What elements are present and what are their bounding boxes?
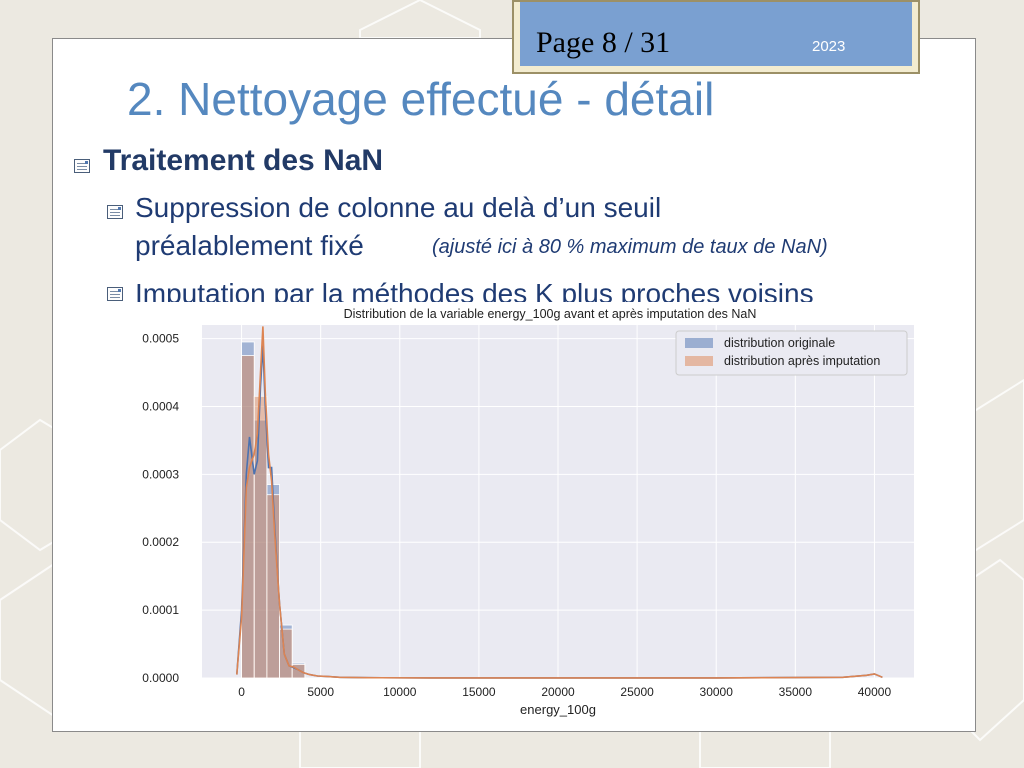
y-tick-label: 0.0005 — [142, 332, 179, 346]
bullet-nan-treatment: Traitement des NaN — [103, 144, 384, 177]
threshold-note: (ajusté ici à 80 % maximum de taux de Na… — [432, 236, 828, 258]
x-tick-label: 20000 — [541, 685, 575, 699]
x-tick-label: 5000 — [307, 685, 334, 699]
kde-line-imputed — [236, 326, 883, 679]
y-tick-label: 0.0002 — [142, 535, 179, 549]
page-number: Page 8 / 31 — [536, 26, 671, 59]
y-tick-label: 0.0001 — [142, 603, 179, 617]
legend-label-original: distribution originale — [724, 336, 835, 350]
y-tick-label: 0.0004 — [142, 399, 179, 413]
x-tick-label: 10000 — [383, 685, 417, 699]
chart-title: Distribution de la variable energy_100g … — [344, 307, 757, 321]
x-tick-label: 35000 — [779, 685, 813, 699]
x-axis-label: energy_100g — [520, 702, 596, 717]
bullet-knn-imputation: Imputation par la méthodes des K plus pr… — [135, 278, 814, 302]
bullet-icon — [107, 205, 123, 219]
distribution-chart: Distribution de la variable energy_100g … — [142, 307, 914, 717]
y-tick-label: 0.0000 — [142, 671, 179, 685]
bar-imputed — [279, 628, 293, 679]
x-tick-label: 15000 — [462, 685, 496, 699]
bullet-icon — [107, 287, 123, 301]
bar-imputed — [241, 355, 255, 679]
y-tick-label: 0.0003 — [142, 467, 179, 481]
bullet-column-removal-cont: préalablement fixé — [135, 230, 364, 261]
page-header-inner: Page 8 / 31 2023 — [520, 2, 912, 66]
x-tick-label: 30000 — [700, 685, 734, 699]
legend: distribution originale distribution aprè… — [675, 330, 908, 376]
page-header-box: Page 8 / 31 2023 — [512, 0, 920, 74]
legend-swatch-imputed — [685, 356, 713, 366]
legend-swatch-original — [685, 338, 713, 348]
slide-title: 2. Nettoyage effectué - détail — [127, 73, 715, 125]
x-tick-label: 40000 — [858, 685, 892, 699]
x-tick-label: 0 — [238, 685, 245, 699]
page-year: 2023 — [812, 38, 846, 55]
legend-label-imputed: distribution après imputation — [724, 354, 880, 368]
x-tick-label: 25000 — [620, 685, 654, 699]
bullet-knn-clip: Imputation par la méthodes des K plus pr… — [100, 276, 910, 302]
bullet-column-removal: Suppression de colonne au delà d’un seui… — [135, 192, 662, 223]
bullet-icon — [74, 159, 90, 173]
